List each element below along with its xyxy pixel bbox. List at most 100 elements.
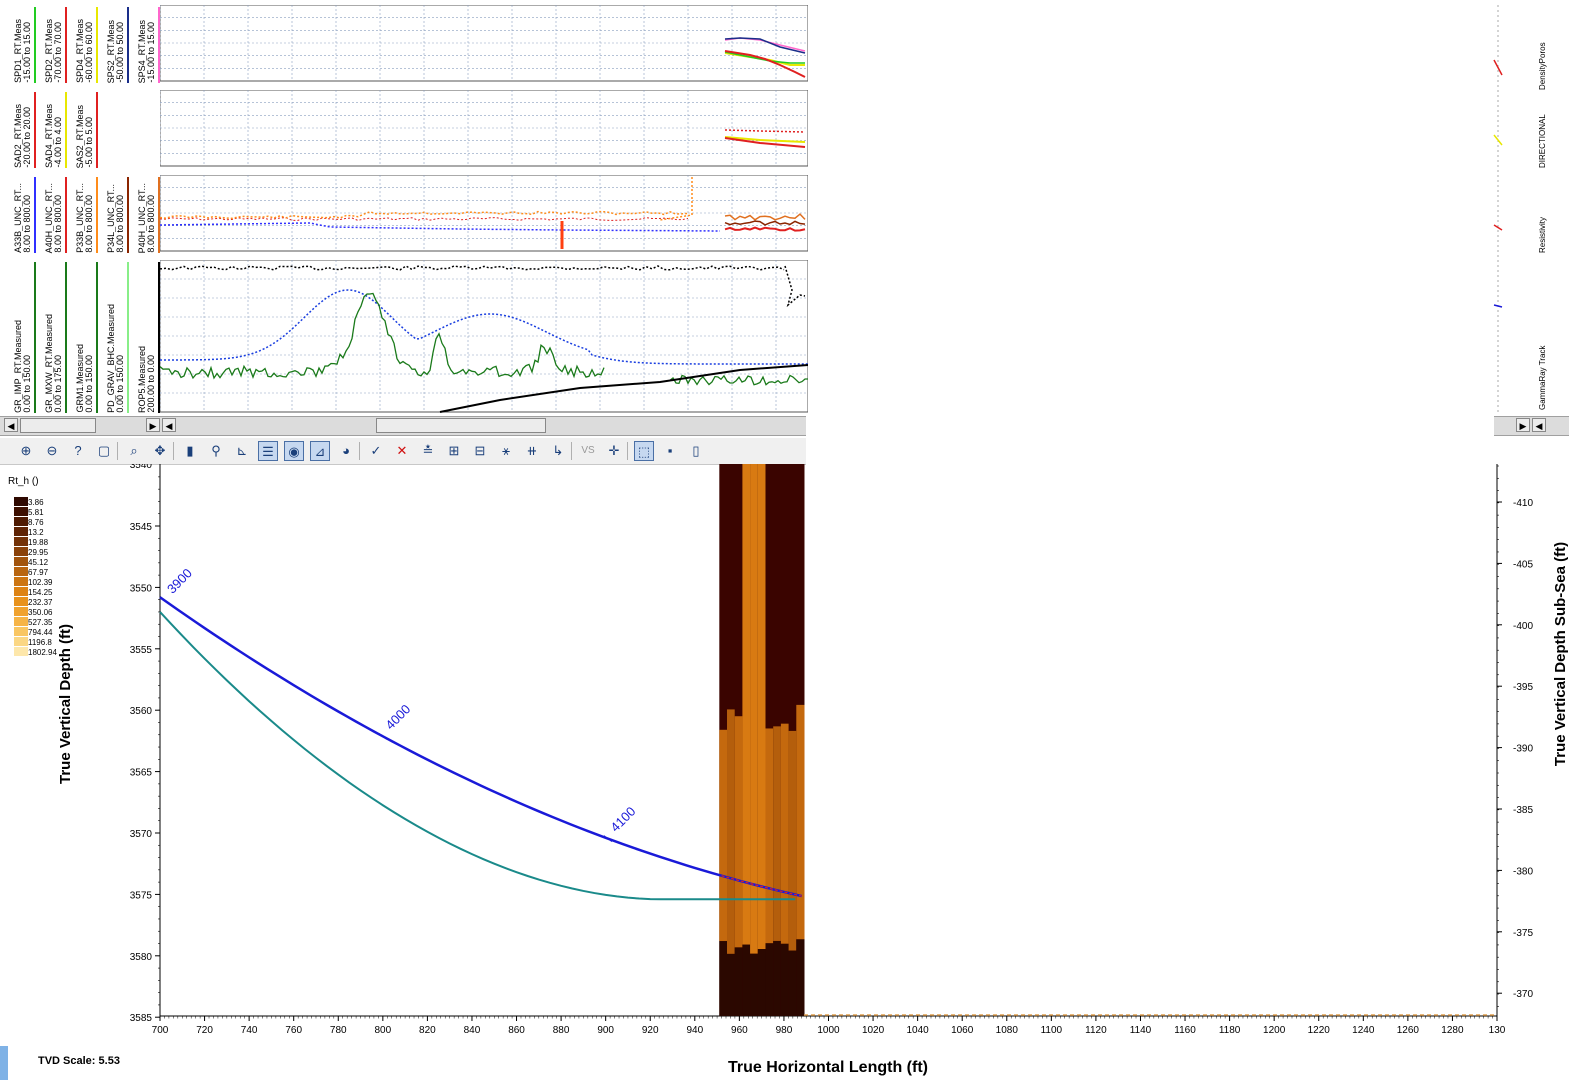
x-tick-label: 1180 bbox=[1219, 1025, 1241, 1036]
curve-rop-tail bbox=[784, 265, 806, 308]
legend-swatch bbox=[14, 587, 28, 596]
curve-range-label: -20.00 to 20.00 bbox=[22, 107, 32, 168]
curve-color-bar bbox=[65, 7, 67, 83]
horizontal-scrollbar-right[interactable]: ▶ ◀ bbox=[1494, 416, 1569, 436]
cross-hair-icon[interactable]: ✛ bbox=[608, 443, 620, 458]
split-icon[interactable]: ⊞ bbox=[448, 443, 460, 458]
curve-range-label: 0.00 to 175.00 bbox=[53, 355, 63, 413]
right-axis-title: True Vertical Depth Sub-Sea (ft) bbox=[1552, 542, 1569, 766]
toolbar: ⊕ ⊖? ▢ ⌕ ✥ ▮ ⚲ ⊾ ☰ ◉ ⊿ ◕ ✓ ✕ ≛ ⊞ ⊟ ⚹ ⧺ ↳ VS ✛ ⬚ ▪ ▯ bbox=[0, 438, 806, 465]
legend-value: 1196.8 bbox=[28, 638, 52, 647]
layers-icon[interactable]: ☰ bbox=[258, 441, 278, 461]
legend-value: 102.39 bbox=[28, 578, 53, 587]
curve-color-bar bbox=[158, 262, 160, 413]
x-tick-label: 1160 bbox=[1174, 1025, 1196, 1036]
zoom-box-icon[interactable]: ▢ bbox=[97, 443, 111, 458]
x-tick-label: 1260 bbox=[1397, 1025, 1420, 1036]
zoom-in-icon[interactable]: ⊕ bbox=[20, 443, 32, 458]
x-tick-label: 1020 bbox=[862, 1025, 885, 1036]
legend-value: 19.88 bbox=[28, 538, 49, 547]
target-line bbox=[159, 611, 796, 901]
zoom-query-icon[interactable]: ? bbox=[74, 443, 82, 458]
x-tick-label: 820 bbox=[419, 1025, 436, 1036]
track-header: A33B_UNC_RT... 8.00 to 800.00 A40H_UNC_RT.… bbox=[0, 175, 160, 255]
scroll-left-icon[interactable]: ◀ bbox=[4, 418, 18, 432]
x-tick-label: 1140 bbox=[1130, 1025, 1152, 1036]
zoom-fit-icon[interactable]: ⌕ bbox=[130, 443, 138, 458]
binoculars-icon[interactable]: ⚲ bbox=[211, 443, 221, 458]
wells-icon[interactable]: ⊿ bbox=[310, 441, 330, 461]
fault-icon[interactable]: ⚹ bbox=[502, 443, 510, 458]
chart-icon[interactable]: ↳ bbox=[552, 443, 564, 458]
curve-sad4 bbox=[724, 136, 806, 143]
crossline-icon[interactable]: ⧺ bbox=[526, 443, 538, 458]
curve-grm1 bbox=[669, 374, 808, 386]
vs-icon[interactable]: VS bbox=[581, 445, 595, 456]
scroll-left-icon[interactable]: ◀ bbox=[162, 418, 176, 432]
pie-icon[interactable]: ◕ bbox=[342, 443, 350, 458]
scroll-right-icon[interactable]: ▶ bbox=[146, 418, 160, 432]
curtain-low bbox=[750, 953, 759, 1016]
curve-range-label: 8.00 to 800.00 bbox=[53, 195, 63, 253]
curve-p40h-live bbox=[724, 213, 806, 221]
log-plot-icon[interactable]: ⊾ bbox=[236, 443, 248, 458]
save-icon[interactable]: ▪ bbox=[667, 443, 673, 458]
cross-section-plot[interactable]: 3900 4000 4100 3540 3545 3550 3555 3560 3565 3570… bbox=[0, 464, 1569, 1080]
legend-swatch bbox=[14, 567, 28, 576]
curve-range-label: 8.00 to 800.00 bbox=[115, 195, 125, 253]
scroll-left-icon[interactable]: ◀ bbox=[1532, 418, 1546, 432]
track-side-label: Resistivity bbox=[1538, 216, 1547, 253]
toolbar-separator bbox=[571, 442, 572, 460]
curve-color-bar bbox=[65, 92, 67, 168]
overview-strip bbox=[1493, 5, 1503, 415]
curve-range-label: 8.00 to 800.00 bbox=[22, 195, 32, 253]
curtain-low bbox=[734, 947, 743, 1016]
select-icon[interactable]: ⬚ bbox=[634, 441, 654, 461]
x-tick-label: 1120 bbox=[1085, 1025, 1107, 1036]
x-tick-label: 1060 bbox=[951, 1025, 974, 1036]
x-tick-label: 700 bbox=[152, 1025, 169, 1036]
legend-swatch bbox=[14, 527, 28, 536]
legend-value: 232.37 bbox=[28, 598, 53, 607]
legend-value: 1802.94 bbox=[28, 648, 57, 657]
curtain-band bbox=[773, 726, 782, 941]
pan-icon[interactable]: ✥ bbox=[154, 443, 166, 458]
legend-value: 29.95 bbox=[28, 548, 49, 557]
x-tick-label: 1200 bbox=[1263, 1025, 1286, 1036]
track-header: GR_IMP_RT.Measured 0.00 to 150.00 GR_MXW_R… bbox=[0, 260, 160, 415]
color-scale-icon[interactable]: ▮ bbox=[186, 443, 194, 458]
curve-p33b bbox=[160, 210, 689, 220]
tvdss-tick-label: -385 bbox=[1513, 805, 1533, 816]
horizontal-scrollbar-left[interactable]: ◀ ▶ ◀ bbox=[0, 416, 806, 436]
curve-range-label: 0.00 to 150.00 bbox=[84, 355, 94, 413]
new-icon[interactable]: ▯ bbox=[692, 443, 700, 458]
bottom-axis-title: True Horizontal Length (ft) bbox=[728, 1059, 928, 1076]
gammaray-plot bbox=[160, 260, 808, 413]
curve-range-label: -4.00 to 4.00 bbox=[53, 117, 63, 168]
align-icon[interactable]: ≛ bbox=[422, 443, 434, 458]
scroll-thumb[interactable] bbox=[376, 418, 546, 433]
scroll-right-icon[interactable]: ▶ bbox=[1516, 418, 1530, 432]
tvd-tick-label: 3555 bbox=[130, 645, 153, 656]
x-tick-label: 940 bbox=[686, 1025, 703, 1036]
tvd-tick-label: 3540 bbox=[130, 464, 153, 471]
palette-icon[interactable]: ◉ bbox=[284, 441, 304, 461]
legend-swatch bbox=[14, 607, 28, 616]
curve-a33b bbox=[160, 222, 721, 232]
curve-color-bar bbox=[127, 7, 129, 83]
curve-gr-mxw bbox=[160, 289, 808, 365]
legend-value: 5.81 bbox=[28, 508, 44, 517]
merge-icon[interactable]: ⊟ bbox=[474, 443, 486, 458]
curtain-band bbox=[788, 730, 797, 951]
zoom-out-icon[interactable]: ⊖ bbox=[46, 443, 58, 458]
md-tick bbox=[160, 596, 169, 604]
curve-range-label: -50.00 to 50.00 bbox=[115, 22, 125, 83]
curtain-low bbox=[765, 943, 774, 1016]
delete-icon[interactable]: ✕ bbox=[396, 443, 408, 458]
scroll-thumb[interactable] bbox=[20, 418, 96, 433]
tvdss-tick-label: -375 bbox=[1513, 928, 1533, 939]
track-side-label: GammaRay Track bbox=[1538, 345, 1547, 410]
curtain-low bbox=[780, 943, 790, 1016]
tvd-tick-label: 3550 bbox=[130, 583, 153, 594]
pick-icon[interactable]: ✓ bbox=[370, 443, 382, 458]
